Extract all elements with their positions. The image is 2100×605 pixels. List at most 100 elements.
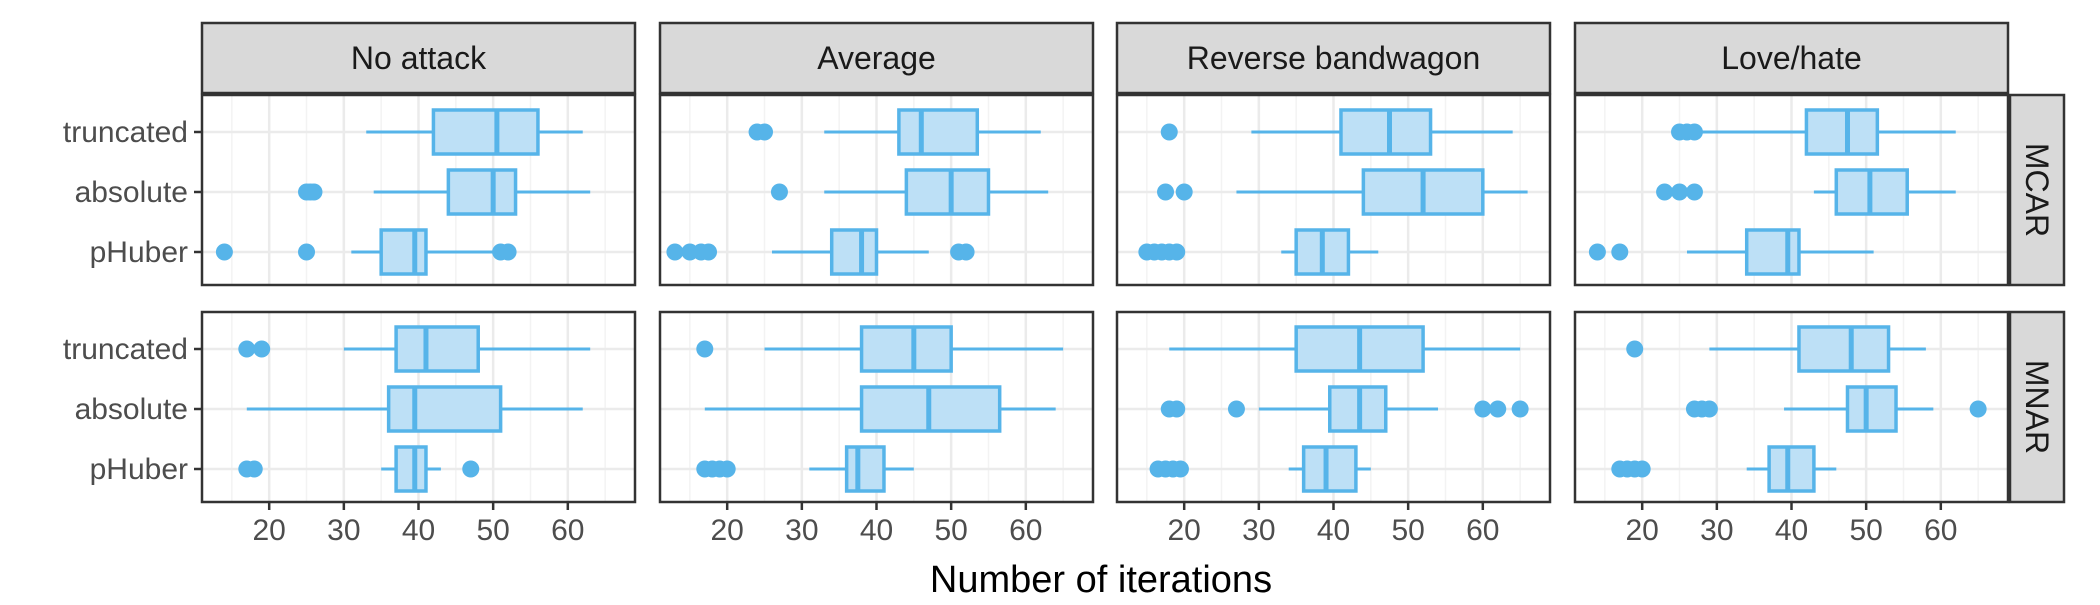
box-truncated xyxy=(748,108,1041,156)
box-iqr xyxy=(1797,325,1891,373)
outlier-point xyxy=(1168,400,1186,418)
outlier-point xyxy=(1160,123,1178,141)
x-tick-label: 40 xyxy=(860,514,893,547)
box-truncated xyxy=(696,325,1064,373)
box-iqr xyxy=(1804,108,1880,156)
x-tick-label: 60 xyxy=(1009,514,1042,547)
facet-strip-label: Average xyxy=(817,40,936,76)
box-pHuber xyxy=(1588,228,1874,276)
x-tick-label: 60 xyxy=(1924,514,1957,547)
facet-strip-top xyxy=(1115,21,1552,95)
facet-strip-right xyxy=(2008,93,2066,287)
facet-strip-right xyxy=(2008,310,2066,504)
box-absolute xyxy=(770,168,1049,216)
outlier-point xyxy=(666,243,684,261)
outlier-point xyxy=(253,340,271,358)
x-tick-label: 20 xyxy=(1168,514,1201,547)
outlier-point xyxy=(1227,400,1245,418)
box-pHuber xyxy=(1149,445,1371,493)
box-iqr xyxy=(1744,228,1801,276)
x-tick-label: 40 xyxy=(402,514,435,547)
outlier-point xyxy=(1656,183,1674,201)
outlier-point xyxy=(700,243,718,261)
facet-strip-label: MNAR xyxy=(2019,360,2055,454)
box-truncated xyxy=(366,108,583,156)
box-pHuber xyxy=(215,228,517,276)
box-absolute xyxy=(246,385,583,433)
box-absolute xyxy=(298,168,591,216)
x-tick-label: 50 xyxy=(1849,514,1882,547)
x-tick-label: 60 xyxy=(551,514,584,547)
box-iqr xyxy=(1845,385,1898,433)
box-truncated xyxy=(1671,108,1956,156)
box-truncated xyxy=(238,325,591,373)
facet-strip-label: MCAR xyxy=(2019,143,2055,237)
box-truncated xyxy=(1626,325,1926,373)
y-tick-label: truncated xyxy=(63,333,188,366)
x-tick-label: 30 xyxy=(785,514,818,547)
box-iqr xyxy=(431,108,540,156)
x-tick-label: 20 xyxy=(1626,514,1659,547)
x-tick-label: 30 xyxy=(1242,514,1275,547)
box-iqr xyxy=(394,445,428,493)
x-tick-label: 20 xyxy=(253,514,286,547)
outlier-point xyxy=(1474,400,1492,418)
facet-strip-top xyxy=(200,21,637,95)
box-iqr xyxy=(386,385,503,433)
outlier-point xyxy=(1588,243,1606,261)
box-absolute xyxy=(704,385,1056,433)
outlier-point xyxy=(957,243,975,261)
outlier-point xyxy=(215,243,233,261)
outlier-point xyxy=(1700,400,1718,418)
outlier-point xyxy=(1685,123,1703,141)
facet-strip-label: Reverse bandwagon xyxy=(1187,40,1481,76)
box-pHuber xyxy=(1138,228,1379,276)
facet-strip-label: Love/hate xyxy=(1721,40,1862,76)
box-pHuber xyxy=(666,228,975,276)
box-absolute xyxy=(1656,168,1956,216)
x-tick-label: 50 xyxy=(476,514,509,547)
outlier-point xyxy=(1511,400,1529,418)
outlier-point xyxy=(696,340,714,358)
outlier-point xyxy=(1171,460,1189,478)
box-iqr xyxy=(829,228,879,276)
y-tick-label: pHuber xyxy=(90,236,188,269)
box-iqr xyxy=(859,325,953,373)
box-absolute xyxy=(1160,385,1529,433)
box-pHuber xyxy=(1611,445,1837,493)
x-tick-label: 30 xyxy=(1700,514,1733,547)
outlier-point xyxy=(756,123,774,141)
y-tick-label: pHuber xyxy=(90,453,188,486)
outlier-point xyxy=(238,340,256,358)
outlier-point xyxy=(245,460,263,478)
outlier-point xyxy=(1168,243,1186,261)
box-iqr xyxy=(904,168,991,216)
panel-border xyxy=(658,93,1095,287)
box-iqr xyxy=(897,108,980,156)
x-tick-label: 60 xyxy=(1466,514,1499,547)
outlier-point xyxy=(298,243,316,261)
x-tick-label: 20 xyxy=(711,514,744,547)
panel-border xyxy=(1115,93,1552,287)
x-tick-label: 30 xyxy=(327,514,360,547)
box-truncated xyxy=(1169,325,1521,373)
x-tick-label: 50 xyxy=(1391,514,1424,547)
facet-strip-top xyxy=(1573,21,2010,95)
x-tick-label: 40 xyxy=(1775,514,1808,547)
box-iqr xyxy=(1767,445,1816,493)
outlier-point xyxy=(1611,243,1629,261)
outlier-point xyxy=(1969,400,1987,418)
y-tick-label: truncated xyxy=(63,116,188,149)
box-iqr xyxy=(394,325,480,373)
facet-strip-label: No attack xyxy=(351,40,487,76)
outlier-point xyxy=(499,243,517,261)
box-iqr xyxy=(1339,108,1433,156)
x-tick-label: 40 xyxy=(1317,514,1350,547)
box-iqr xyxy=(446,168,518,216)
box-pHuber xyxy=(696,445,914,493)
box-absolute xyxy=(1157,168,1528,216)
outlier-point xyxy=(1671,183,1689,201)
outlier-point xyxy=(1489,400,1507,418)
outlier-point xyxy=(305,183,323,201)
outlier-point xyxy=(1157,183,1175,201)
